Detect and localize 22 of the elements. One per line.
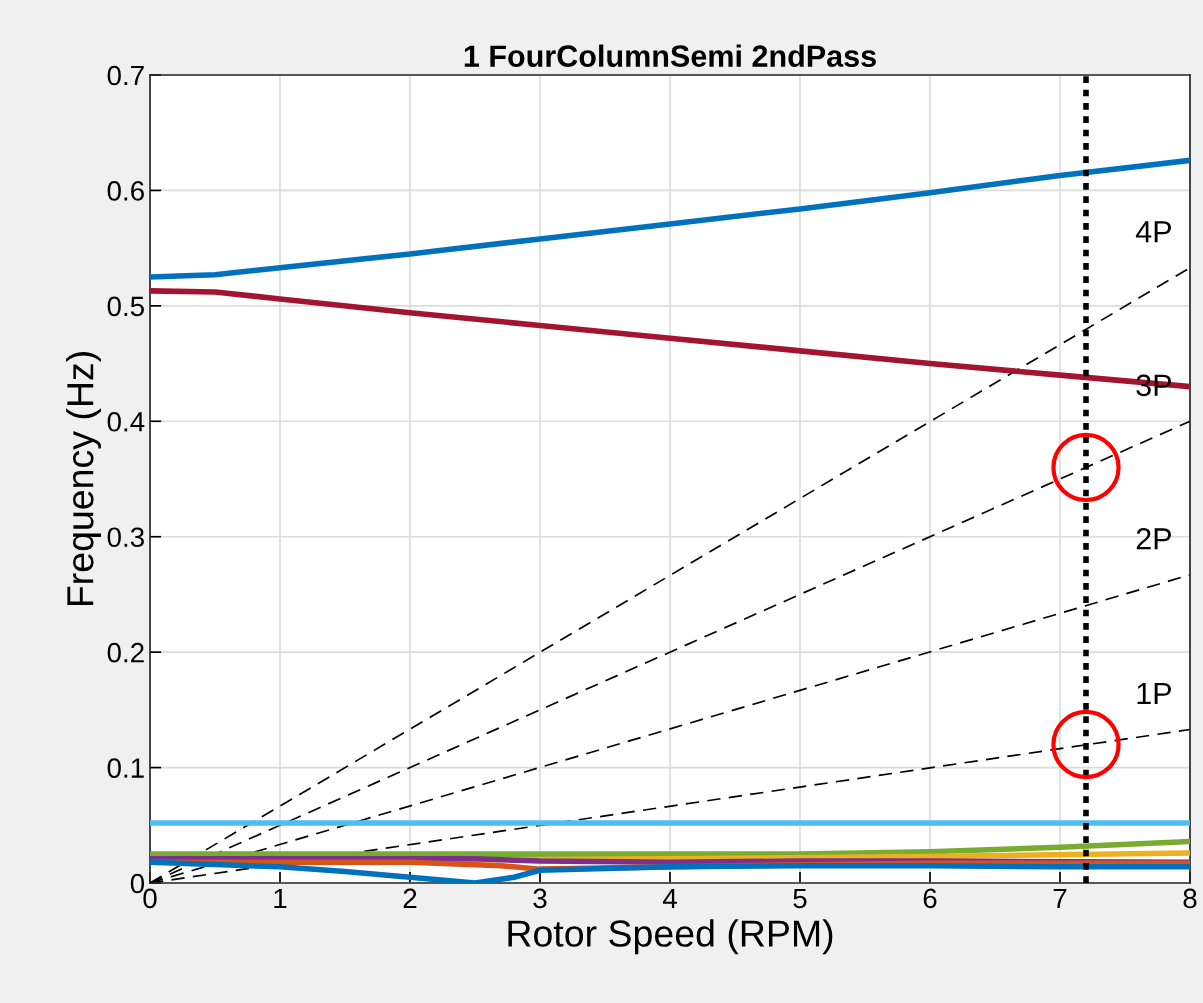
x-tick-label: 3 <box>533 888 547 909</box>
y-tick-label: 0.7 <box>107 65 144 86</box>
x-tick-label: 2 <box>403 888 417 908</box>
x-tick-label: 8 <box>1183 888 1197 909</box>
y-tick-label: 0.2 <box>107 642 144 663</box>
y-tick-label: 0.1 <box>107 758 144 778</box>
y-tick-label: 0.4 <box>107 411 145 432</box>
series-label: 1P <box>1137 683 1171 705</box>
series-label: 2P <box>1136 528 1171 550</box>
x-tick-label: 6 <box>923 888 937 909</box>
series-label: 4P <box>1135 221 1171 243</box>
x-tick-label: 1 <box>274 888 287 908</box>
x-axis-title: Rotor Speed (RPM) <box>508 919 833 955</box>
x-tick-label: 7 <box>1053 888 1067 908</box>
y-tick-label: 0 <box>130 873 145 894</box>
y-tick-label: 0.6 <box>107 181 144 201</box>
y-axis-title: Frequency (Hz) <box>66 352 101 606</box>
x-tick-label: 4 <box>662 888 677 908</box>
y-tick-label: 0.5 <box>107 296 144 317</box>
chart-title: 1 FourColumnSemi 2ndPass <box>464 44 876 67</box>
y-tick-label: 0.3 <box>107 527 144 548</box>
x-tick-label: 5 <box>793 888 807 909</box>
